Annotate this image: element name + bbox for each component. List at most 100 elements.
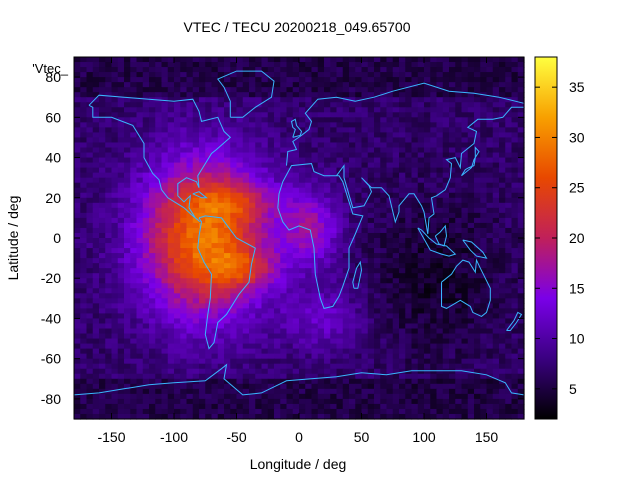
heatmap-cell bbox=[111, 202, 119, 209]
heatmap-cell bbox=[311, 338, 319, 345]
heatmap-cell bbox=[249, 167, 256, 174]
heatmap-cell bbox=[486, 238, 494, 244]
heatmap-cell bbox=[80, 378, 88, 385]
heatmap-cell bbox=[436, 117, 444, 123]
heatmap-cell bbox=[374, 273, 381, 279]
heatmap-cell bbox=[255, 112, 263, 118]
heatmap-cell bbox=[130, 122, 138, 128]
heatmap-cell bbox=[217, 273, 225, 279]
heatmap-cell bbox=[192, 127, 200, 134]
heatmap-cell bbox=[355, 207, 363, 214]
heatmap-cell bbox=[292, 263, 300, 269]
heatmap-cell bbox=[480, 393, 488, 400]
heatmap-cell bbox=[217, 227, 225, 234]
heatmap-cell bbox=[130, 132, 138, 139]
heatmap-cell bbox=[99, 358, 106, 365]
heatmap-cell bbox=[136, 187, 144, 194]
heatmap-cell bbox=[305, 177, 313, 184]
heatmap-cell bbox=[317, 157, 325, 164]
heatmap-cell bbox=[105, 258, 113, 264]
heatmap-cell bbox=[505, 202, 513, 209]
heatmap-cell bbox=[249, 283, 256, 289]
heatmap-cell bbox=[392, 323, 400, 330]
heatmap-cell bbox=[342, 137, 350, 144]
heatmap-cell bbox=[367, 308, 375, 315]
heatmap-cell bbox=[361, 348, 369, 355]
heatmap-cell bbox=[161, 232, 169, 239]
heatmap-cell bbox=[480, 132, 488, 139]
heatmap-cell bbox=[505, 303, 513, 309]
heatmap-cell bbox=[311, 348, 319, 355]
heatmap-cell bbox=[517, 388, 525, 395]
heatmap-cell bbox=[236, 107, 244, 113]
heatmap-cell bbox=[424, 182, 431, 189]
heatmap-cell bbox=[236, 167, 244, 174]
heatmap-cell bbox=[86, 87, 94, 93]
heatmap-cell bbox=[130, 303, 138, 309]
heatmap-cell bbox=[174, 273, 181, 279]
heatmap-cell bbox=[92, 227, 100, 234]
heatmap-cell bbox=[211, 393, 219, 400]
heatmap-cell bbox=[317, 147, 325, 154]
heatmap-cell bbox=[336, 212, 344, 219]
heatmap-cell bbox=[455, 248, 463, 254]
heatmap-cell bbox=[117, 353, 125, 360]
heatmap-cell bbox=[174, 288, 181, 294]
heatmap-cell bbox=[236, 383, 244, 390]
heatmap-cell bbox=[417, 197, 425, 204]
heatmap-cell bbox=[111, 308, 119, 315]
heatmap-cell bbox=[299, 157, 306, 164]
heatmap-cell bbox=[111, 222, 119, 229]
heatmap-cell bbox=[180, 323, 188, 330]
heatmap-cell bbox=[461, 293, 469, 299]
heatmap-cell bbox=[411, 363, 419, 370]
heatmap-cell bbox=[467, 107, 475, 113]
heatmap-cell bbox=[342, 323, 350, 330]
heatmap-cell bbox=[405, 77, 413, 83]
heatmap-cell bbox=[161, 238, 169, 244]
heatmap-cell bbox=[317, 102, 325, 108]
heatmap-cell bbox=[467, 167, 475, 174]
heatmap-cell bbox=[92, 137, 100, 144]
heatmap-cell bbox=[517, 263, 525, 269]
heatmap-cell bbox=[80, 238, 88, 244]
heatmap-cell bbox=[305, 378, 313, 385]
heatmap-cell bbox=[117, 238, 125, 244]
heatmap-cell bbox=[299, 77, 306, 83]
heatmap-cell bbox=[330, 318, 338, 325]
heatmap-cell bbox=[142, 348, 150, 355]
heatmap-cell bbox=[330, 187, 338, 194]
heatmap-cell bbox=[167, 122, 175, 128]
heatmap-cell bbox=[342, 207, 350, 214]
heatmap-cell bbox=[180, 398, 188, 405]
heatmap-cell bbox=[405, 62, 413, 68]
heatmap-cell bbox=[374, 268, 381, 274]
heatmap-cell bbox=[155, 87, 163, 93]
heatmap-cell bbox=[180, 227, 188, 234]
heatmap-cell bbox=[236, 142, 244, 149]
heatmap-cell bbox=[342, 62, 350, 68]
heatmap-cell bbox=[411, 268, 419, 274]
heatmap-cell bbox=[130, 343, 138, 350]
heatmap-cell bbox=[117, 182, 125, 189]
heatmap-cell bbox=[167, 383, 175, 390]
heatmap-cell bbox=[486, 207, 494, 214]
heatmap-cell bbox=[86, 122, 94, 128]
heatmap-cell bbox=[499, 303, 506, 309]
heatmap-cell bbox=[280, 227, 288, 234]
heatmap-cell bbox=[280, 77, 288, 83]
heatmap-cell bbox=[474, 112, 481, 118]
heatmap-cell bbox=[155, 268, 163, 274]
heatmap-cell bbox=[324, 393, 331, 400]
heatmap-cell bbox=[424, 338, 431, 345]
heatmap-cell bbox=[511, 238, 519, 244]
heatmap-cell bbox=[492, 248, 500, 254]
heatmap-cell bbox=[224, 288, 231, 294]
heatmap-cell bbox=[117, 67, 125, 73]
heatmap-cell bbox=[355, 92, 363, 98]
heatmap-cell bbox=[467, 343, 475, 350]
heatmap-cell bbox=[80, 142, 88, 149]
heatmap-cell bbox=[217, 293, 225, 299]
heatmap-cell bbox=[180, 152, 188, 159]
heatmap-cell bbox=[467, 222, 475, 229]
